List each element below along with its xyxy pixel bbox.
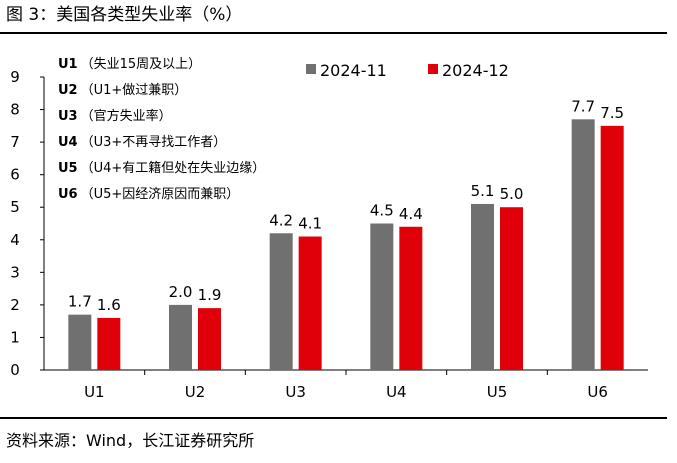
y-tick-label: 1 (10, 328, 20, 346)
bar-2024-11-U4 (370, 223, 394, 370)
annotation-code: U1 (58, 57, 78, 72)
annotation-text: （官方失业率） (81, 108, 172, 124)
y-tick-label: 6 (10, 166, 20, 184)
data-labels: 1.7 1.6 2.0 1.9 4.2 4.1 4.5 4.4 5.1 5.0 7.7 7.5 (68, 97, 624, 314)
annotation-text: （U4+有工籍但处在失业边缘） (81, 160, 266, 176)
annotation-text: （U1+做过兼职） (81, 83, 188, 98)
bar-2024-12-U2 (198, 308, 221, 370)
bottom-rule (0, 417, 667, 419)
annotation-text: （U3+不再寻找工作者） (81, 135, 227, 150)
top-rule (0, 32, 667, 34)
x-axis: U1 U2 U3 U4 U5 U6 (44, 369, 648, 401)
data-label: 1.9 (198, 286, 222, 304)
y-tick-label: 0 (10, 361, 20, 379)
annotation-item: U1 （失业15周及以上） (58, 57, 201, 72)
legend-swatch (306, 64, 316, 74)
bars (68, 119, 624, 370)
bar-2024-12-U1 (97, 317, 121, 370)
y-tick-label: 3 (10, 263, 20, 281)
annotation-item: U5 （U4+有工籍但处在失业边缘） (58, 160, 265, 176)
legend-label: 2024-12 (442, 61, 509, 80)
data-label: 4.2 (269, 211, 293, 229)
annotation-item: U4 （U3+不再寻找工作者） (58, 135, 226, 150)
bar-2024-11-U5 (471, 203, 494, 370)
y-tick-label: 5 (10, 198, 20, 216)
bar-2024-11-U3 (269, 233, 293, 370)
data-label: 1.6 (97, 296, 121, 314)
legend-swatch (428, 64, 438, 74)
annotation-item: U6 （U5+因经济原因而兼职） (58, 187, 239, 202)
data-label: 7.7 (571, 97, 595, 115)
annotation-code: U5 (58, 161, 78, 176)
legend-label: 2024-11 (320, 61, 387, 80)
figure-title: 图 3：美国各类型失业率（%） (6, 5, 243, 25)
annotation-code: U6 (58, 187, 78, 202)
x-tick-label: U4 (386, 383, 407, 401)
annotation-text: （U5+因经济原因而兼职） (81, 187, 240, 202)
bar-2024-12-U3 (298, 236, 322, 370)
y-axis: 0 1 2 3 4 5 6 7 8 9 (10, 68, 45, 379)
x-tick-label: U5 (487, 383, 508, 401)
data-label: 5.1 (471, 182, 495, 200)
y-tick-label: 4 (10, 231, 20, 249)
x-tick-label: U3 (285, 383, 306, 401)
bar-2024-11-U1 (68, 314, 92, 370)
annotation-text: （失业15周及以上） (81, 57, 202, 72)
y-tick-label: 2 (10, 296, 20, 314)
bar-2024-11-U2 (169, 304, 192, 370)
x-tick-label: U1 (84, 383, 105, 401)
annotation-code: U2 (58, 83, 78, 98)
data-label: 1.7 (68, 293, 92, 311)
y-tick-label: 8 (10, 101, 20, 119)
annotation-code: U4 (58, 135, 78, 150)
y-tick-label: 9 (10, 68, 20, 86)
bar-2024-11-U6 (571, 119, 595, 370)
x-tick-label: U6 (587, 383, 608, 401)
bar-2024-12-U6 (600, 125, 624, 370)
x-tick-label: U2 (185, 383, 206, 401)
annotation-item: U3 （官方失业率） (58, 108, 172, 124)
annotation-code: U3 (58, 109, 78, 124)
source-note: 资料来源：Wind，长江证券研究所 (6, 431, 255, 450)
data-label: 4.5 (370, 202, 394, 220)
data-label: 4.1 (298, 215, 322, 233)
data-label: 4.4 (399, 205, 423, 223)
bar-2024-12-U4 (399, 226, 423, 370)
bar-2024-12-U5 (500, 207, 523, 370)
y-tick-label: 7 (10, 133, 20, 151)
data-label: 5.0 (500, 185, 524, 203)
data-label: 7.5 (600, 104, 624, 122)
annotation-item: U2 （U1+做过兼职） (58, 83, 187, 98)
annotation-list: U1 （失业15周及以上）U2 （U1+做过兼职）U3 （官方失业率）U4 （U3+不再… (58, 57, 265, 202)
legend: 2024-11 2024-12 (306, 61, 509, 80)
data-label: 2.0 (169, 283, 193, 301)
